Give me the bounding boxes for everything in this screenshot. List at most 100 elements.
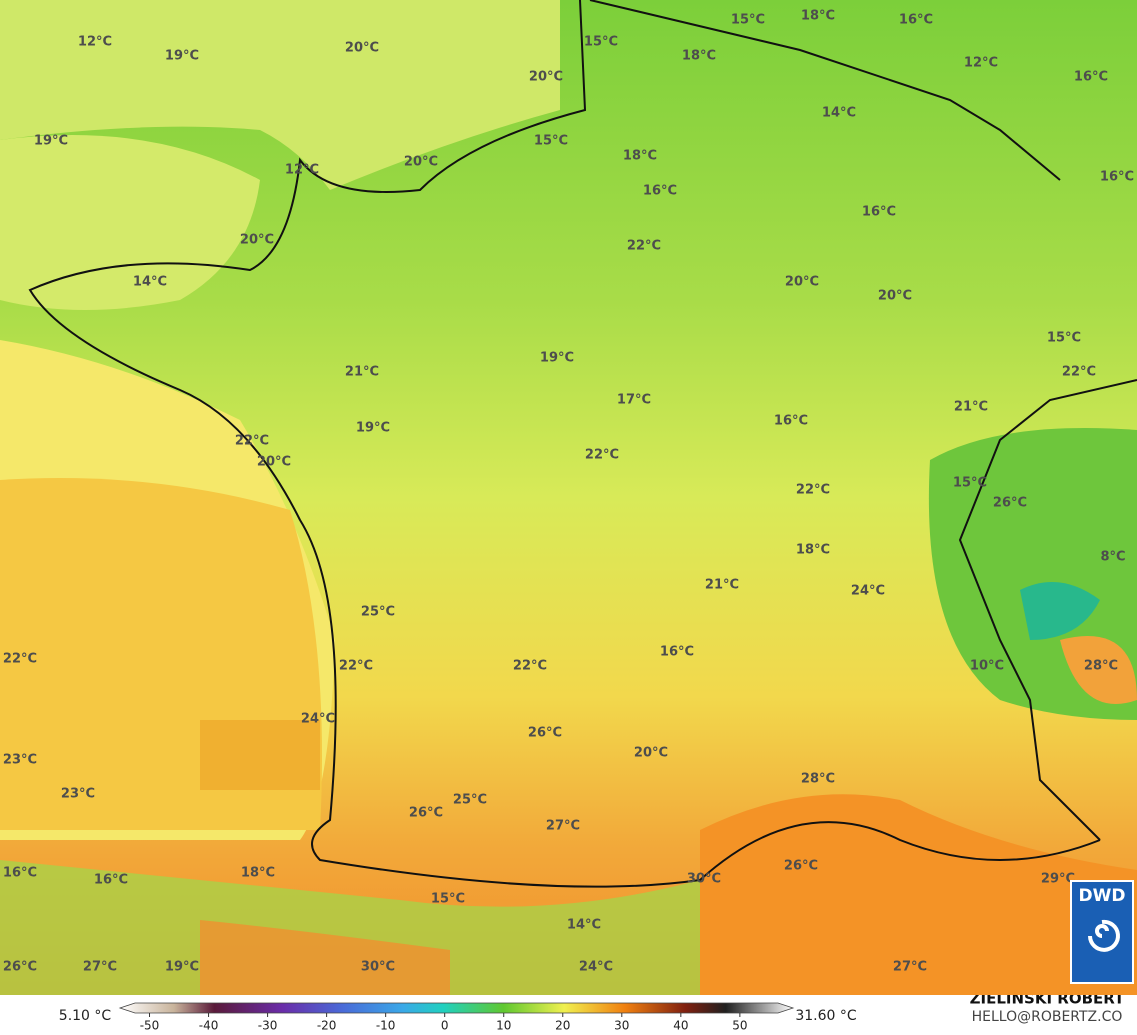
- temperature-label: 16°C: [1100, 170, 1134, 185]
- temperature-label: 18°C: [241, 866, 275, 881]
- atlantic-warm: [200, 720, 320, 790]
- temperature-label: 21°C: [345, 365, 379, 380]
- temperature-label: 16°C: [774, 414, 808, 429]
- alps-cold: [1020, 582, 1100, 640]
- max-label: 31.60 °C: [795, 1008, 857, 1024]
- temperature-label: 10°C: [970, 659, 1004, 674]
- temperature-label: 12°C: [964, 56, 998, 71]
- temperature-label: 22°C: [627, 239, 661, 254]
- colorbar-tick-label: 20: [555, 1019, 570, 1033]
- temperature-label: 28°C: [1084, 659, 1118, 674]
- po-valley: [1060, 636, 1137, 704]
- temperature-label: 22°C: [235, 434, 269, 449]
- temperature-label: 15°C: [731, 13, 765, 28]
- temperature-label: 16°C: [899, 13, 933, 28]
- temperature-label: 26°C: [3, 960, 37, 975]
- borders: [589, 0, 1137, 841]
- colorbar-tick-label: -20: [317, 1019, 337, 1033]
- temperature-label: 20°C: [345, 41, 379, 56]
- temperature-label: 20°C: [257, 455, 291, 470]
- author: ZIELIŃSKI ROBERT: [970, 995, 1125, 1008]
- temperature-label: 18°C: [682, 49, 716, 64]
- temperature-label: 23°C: [61, 787, 95, 802]
- temperature-label: 27°C: [83, 960, 117, 975]
- temperature-label: 21°C: [954, 400, 988, 415]
- temperature-label: 30°C: [687, 872, 721, 887]
- temperature-label: 20°C: [878, 289, 912, 304]
- colorbar-tick-label: 10: [496, 1019, 511, 1033]
- temperature-label: 26°C: [784, 859, 818, 874]
- temperature-label: 19°C: [165, 960, 199, 975]
- temperature-label: 16°C: [660, 645, 694, 660]
- temperature-label: 24°C: [579, 960, 613, 975]
- temperature-label: 16°C: [862, 205, 896, 220]
- temperature-label: 8°C: [1100, 550, 1125, 565]
- pyrenees: [0, 860, 700, 995]
- mediterranean: [700, 794, 1137, 995]
- temperature-label: 19°C: [165, 49, 199, 64]
- temperature-label: 26°C: [993, 496, 1027, 511]
- temperature-label: 15°C: [1047, 331, 1081, 346]
- temperature-label: 14°C: [567, 918, 601, 933]
- channel-west: [0, 135, 260, 310]
- colorbar: 5.10 °C 31.60 °C ZIELIŃSKI ROBERT HELLO@…: [59, 995, 1125, 1033]
- temperature-label: 29°C: [1041, 872, 1075, 887]
- temperature-label: 15°C: [534, 134, 568, 149]
- temperature-label: 15°C: [584, 35, 618, 50]
- temperature-label: 24°C: [301, 712, 335, 727]
- temperature-label: 18°C: [801, 9, 835, 24]
- colorbar-tick-label: -30: [258, 1019, 278, 1033]
- temperature-label: 22°C: [3, 652, 37, 667]
- temperature-label: 14°C: [133, 275, 167, 290]
- dwd-logo: DWD: [1070, 880, 1134, 984]
- colorbar-tick-label: -10: [376, 1019, 396, 1033]
- temperature-label: 20°C: [634, 746, 668, 761]
- spain-warm: [200, 920, 450, 995]
- temperature-label: 30°C: [361, 960, 395, 975]
- temperature-label: 22°C: [585, 448, 619, 463]
- temperature-label: 22°C: [339, 659, 373, 674]
- channel-sea: [0, 0, 560, 190]
- temperature-label: 14°C: [822, 106, 856, 121]
- temperature-label: 20°C: [785, 275, 819, 290]
- temperature-label: 17°C: [617, 393, 651, 408]
- temperature-label: 16°C: [3, 866, 37, 881]
- temperature-label: 25°C: [361, 605, 395, 620]
- temperature-label: 27°C: [546, 819, 580, 834]
- temperature-label: 19°C: [34, 134, 68, 149]
- colorbar-tick-label: 0: [441, 1019, 449, 1033]
- temperature-label: 18°C: [623, 149, 657, 164]
- colorbar-ramp: [118, 1002, 795, 1014]
- temperature-label: 15°C: [953, 476, 987, 491]
- logo-text: DWD: [1078, 886, 1126, 906]
- temperature-label: 20°C: [529, 70, 563, 85]
- temperature-label: 24°C: [851, 584, 885, 599]
- temperature-label: 16°C: [94, 873, 128, 888]
- contact: HELLO@ROBERTZ.CO: [972, 1009, 1123, 1025]
- temperature-label: 16°C: [1074, 70, 1108, 85]
- temperature-label: 26°C: [409, 806, 443, 821]
- temperature-label: 23°C: [3, 753, 37, 768]
- coastline: [28, 0, 1101, 888]
- colorbar-tick-label: 40: [673, 1019, 688, 1033]
- temperature-label: 18°C: [796, 543, 830, 558]
- colorbar-tick-label: 50: [732, 1019, 747, 1033]
- temperature-label: 15°C: [431, 892, 465, 907]
- temperature-label: 28°C: [801, 772, 835, 787]
- colorbar-tick-label: 30: [614, 1019, 629, 1033]
- temperature-map: 12°C 19°C 20°C 15°C 20°C 15°C 18°C 16°C 18°C 12°C…: [0, 0, 1137, 995]
- min-label: 5.10 °C: [59, 1008, 112, 1024]
- temperature-label: 19°C: [356, 421, 390, 436]
- temperature-label: 22°C: [796, 483, 830, 498]
- temperature-label: 19°C: [540, 351, 574, 366]
- temperature-label: 26°C: [528, 726, 562, 741]
- logo-swirl: [1088, 919, 1120, 952]
- temperature-label: 22°C: [513, 659, 547, 674]
- temperature-label: 22°C: [1062, 365, 1096, 380]
- colorbar-tick-label: -40: [199, 1019, 219, 1033]
- temperature-label: 20°C: [404, 155, 438, 170]
- temperature-label: 21°C: [705, 578, 739, 593]
- temperature-label: 25°C: [453, 793, 487, 808]
- temperature-label: 16°C: [643, 184, 677, 199]
